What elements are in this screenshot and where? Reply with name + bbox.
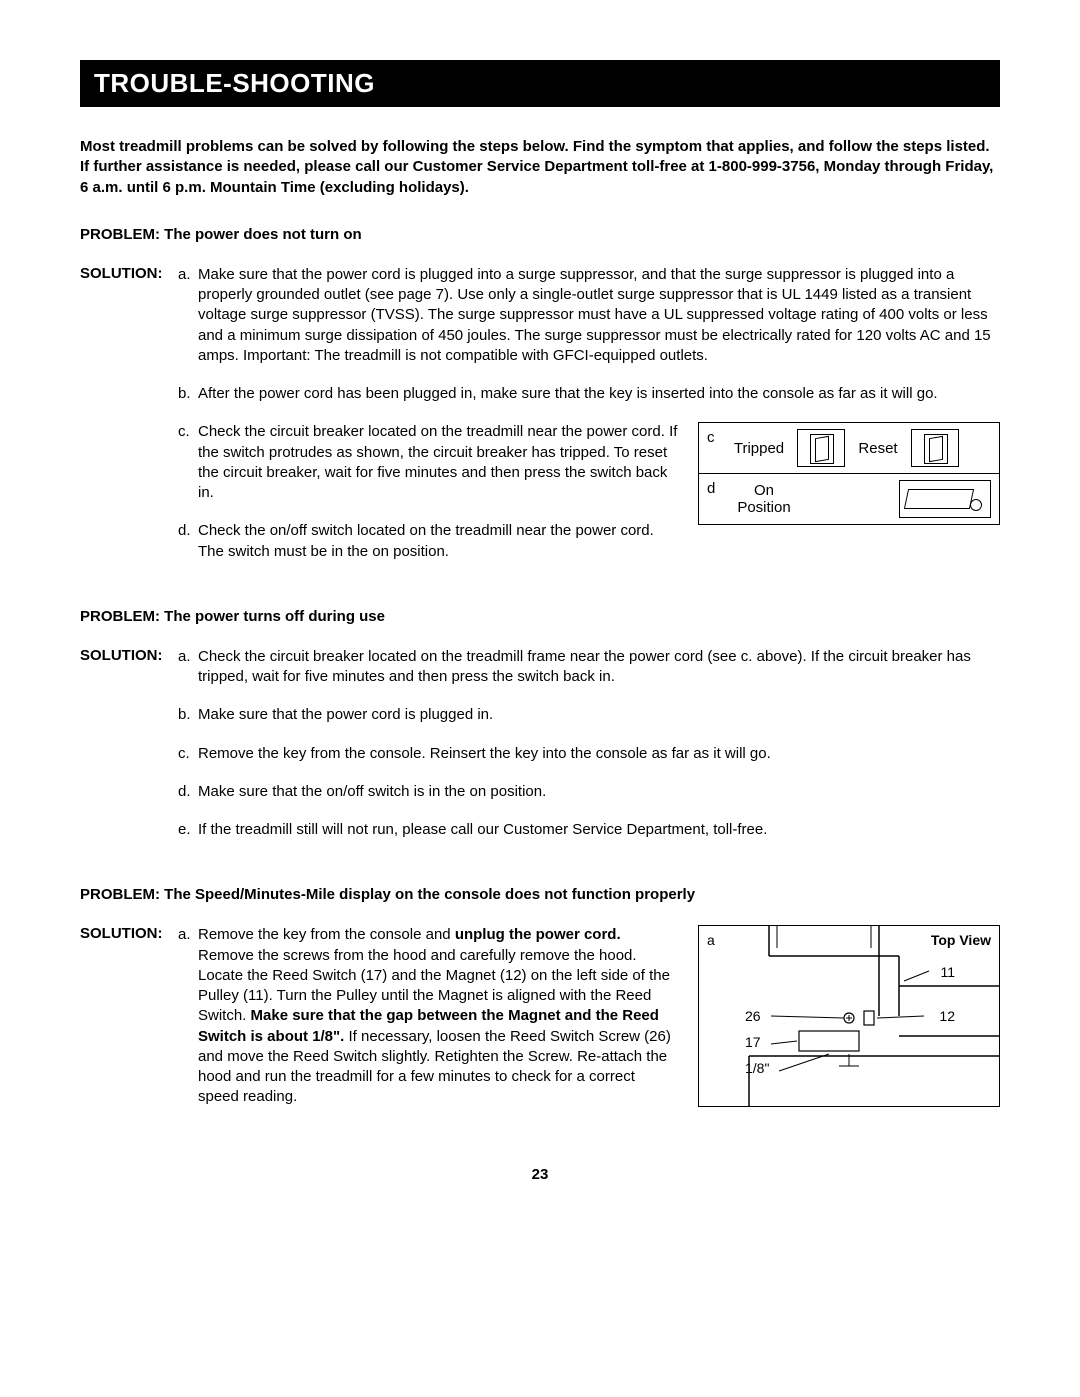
item-letter: d. xyxy=(178,521,198,562)
problem-2-heading: PROBLEM: The power turns off during use xyxy=(80,608,1000,625)
item-letter: d. xyxy=(178,782,198,802)
label-12: 12 xyxy=(939,1008,955,1024)
tripped-label: Tripped xyxy=(729,440,789,457)
p2-a: Check the circuit breaker located on the… xyxy=(198,647,1000,688)
p1-c: Check the circuit breaker located on the… xyxy=(198,422,678,503)
item-letter: c. xyxy=(178,422,198,503)
p1-a: Make sure that the power cord is plugged… xyxy=(198,265,1000,366)
label-26: 26 xyxy=(745,1008,761,1024)
position-label: Position xyxy=(729,499,799,516)
p2-c: Remove the key from the console. Reinser… xyxy=(198,744,1000,764)
item-letter: a. xyxy=(178,265,198,366)
item-letter: c. xyxy=(178,744,198,764)
item-letter: e. xyxy=(178,820,198,840)
diagram-a: a Top View xyxy=(698,925,1000,1107)
reset-label: Reset xyxy=(853,440,903,457)
solution-label: SOLUTION: xyxy=(80,647,178,859)
item-letter: b. xyxy=(178,705,198,725)
p2-e: If the treadmill still will not run, ple… xyxy=(198,820,1000,840)
item-letter: a. xyxy=(178,647,198,688)
page-number: 23 xyxy=(80,1166,1000,1183)
p1-d: Check the on/off switch located on the t… xyxy=(198,521,678,562)
diagram-c-tag: c xyxy=(707,429,721,446)
p2-b: Make sure that the power cord is plugged… xyxy=(198,705,1000,725)
intro-text: Most treadmill problems can be solved by… xyxy=(80,137,1000,198)
problem-3-heading: PROBLEM: The Speed/Minutes-Mile display … xyxy=(80,886,1000,903)
p2-d: Make sure that the on/off switch is in t… xyxy=(198,782,1000,802)
item-letter: b. xyxy=(178,384,198,404)
reset-switch-icon xyxy=(911,429,959,467)
item-letter: a. xyxy=(178,925,198,1107)
section-title: TROUBLE-SHOOTING xyxy=(80,60,1000,107)
p3-a: Remove the key from the console and unpl… xyxy=(198,925,678,1107)
label-18: 1/8" xyxy=(745,1060,769,1076)
diagram-cd: c Tripped Reset d On Position xyxy=(698,422,1000,525)
on-label: On xyxy=(729,482,799,499)
diagram-d-tag: d xyxy=(707,480,721,497)
p1-b: After the power cord has been plugged in… xyxy=(198,384,1000,404)
problem-1-heading: PROBLEM: The power does not turn on xyxy=(80,226,1000,243)
label-11: 11 xyxy=(940,964,955,980)
solution-label: SOLUTION: xyxy=(80,925,178,1125)
label-17: 17 xyxy=(745,1034,761,1050)
on-switch-icon xyxy=(899,480,991,518)
tripped-switch-icon xyxy=(797,429,845,467)
solution-label: SOLUTION: xyxy=(80,265,178,580)
